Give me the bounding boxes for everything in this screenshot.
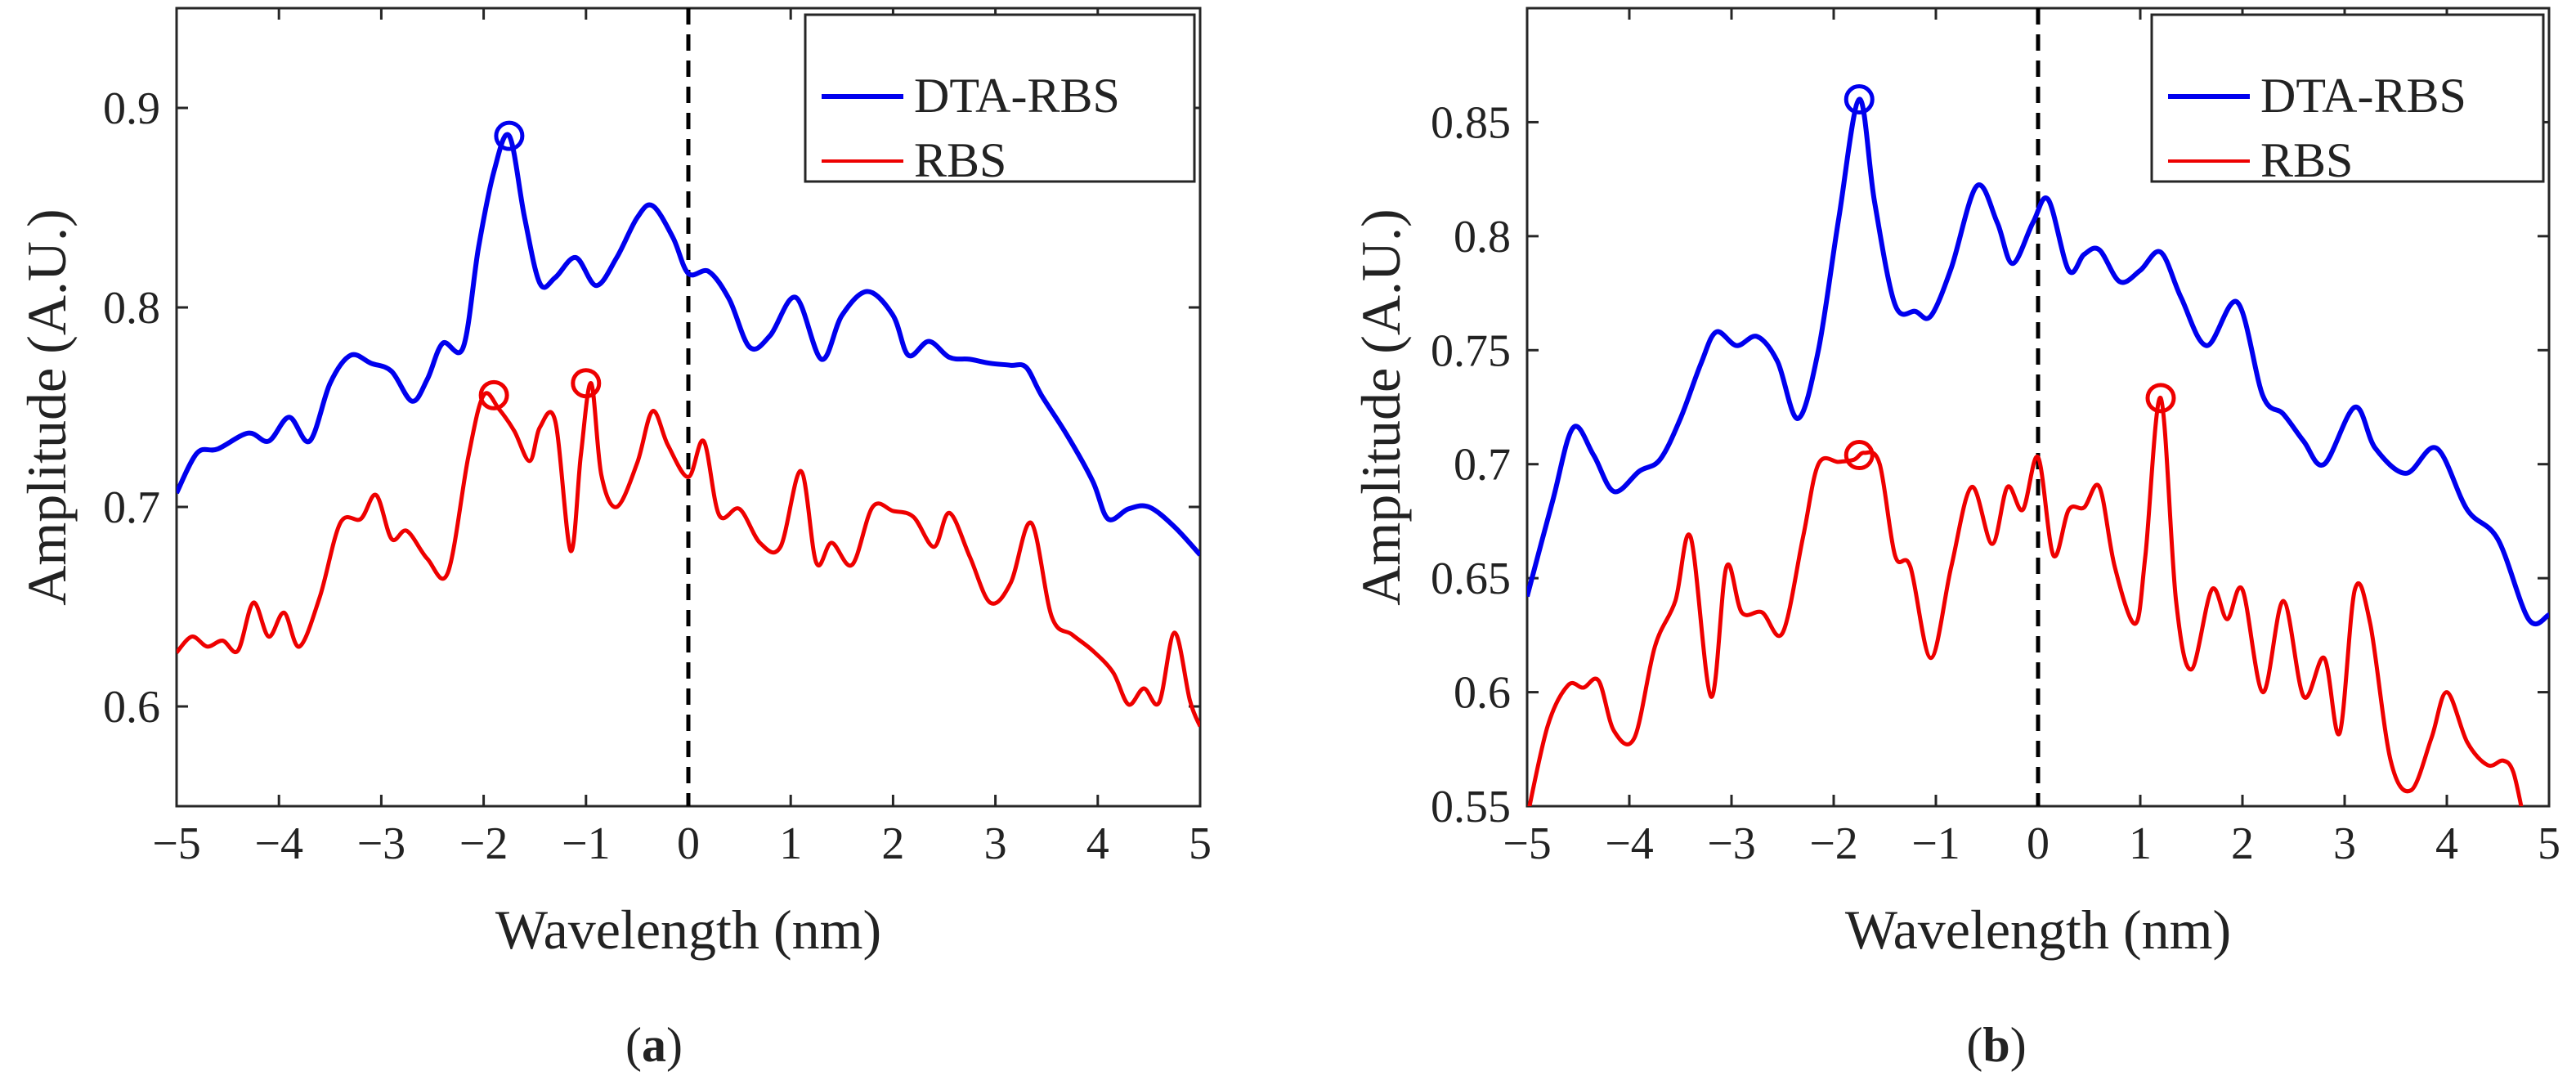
legend: DTA-RBS RBS bbox=[2150, 13, 2545, 187]
peak-marker-rbs bbox=[478, 379, 509, 410]
y-tick-label: 0.9 bbox=[103, 83, 160, 134]
series-line-rbs bbox=[177, 381, 1200, 728]
y-tick-label: 0.6 bbox=[1454, 668, 1511, 719]
legend-label-dta-rbs: DTA-RBS bbox=[914, 69, 1120, 123]
x-tick-label: −5 bbox=[1503, 818, 1552, 869]
peak-marker-dta-rbs bbox=[494, 120, 525, 151]
x-tick-label: 4 bbox=[1086, 818, 1109, 869]
x-axis-label: Wavelength (nm) bbox=[1845, 899, 2231, 961]
peak-markers bbox=[478, 120, 602, 410]
chart-panel-a: −5 −4 −3 −2 −1 0 1 2 3 4 5 0.6 0.7 0.8 0.9 Wavelength… bbox=[16, 7, 1212, 1072]
legend: DTA-RBS RBS bbox=[804, 13, 1196, 187]
peak-marker-rbs bbox=[2145, 383, 2176, 414]
x-tick-label: 2 bbox=[881, 818, 904, 869]
x-tick-label: 4 bbox=[2435, 818, 2458, 869]
y-axis-ticks: 0.6 0.7 0.8 0.9 bbox=[103, 83, 1200, 733]
y-axis-label: Amplitude (A.U.) bbox=[1350, 208, 1412, 605]
x-tick-label: −3 bbox=[1707, 818, 1756, 869]
y-tick-label: 0.75 bbox=[1431, 325, 1511, 376]
x-tick-label: 3 bbox=[984, 818, 1007, 869]
caption-letter: a bbox=[642, 1018, 666, 1072]
x-tick-label: 5 bbox=[1189, 818, 1212, 869]
y-tick-label: 0.6 bbox=[103, 682, 160, 733]
legend-label-dta-rbs: DTA-RBS bbox=[2260, 69, 2466, 123]
x-tick-label: 3 bbox=[2333, 818, 2356, 869]
peak-markers bbox=[1844, 84, 2176, 471]
chart-panel-b: −5 −4 −3 −2 −1 0 1 2 3 4 5 0.550.60.650.70.750.80.… bbox=[1350, 7, 2560, 1072]
series-line-rbs bbox=[1527, 396, 2524, 806]
y-tick-label: 0.55 bbox=[1431, 782, 1511, 832]
series-line-dta-rbs bbox=[177, 132, 1200, 557]
peak-marker-dta-rbs bbox=[1844, 84, 1875, 115]
series-layer bbox=[1527, 96, 2549, 806]
y-axis-label: Amplitude (A.U.) bbox=[16, 208, 78, 605]
x-tick-label: 1 bbox=[2129, 818, 2152, 869]
y-tick-label: 0.7 bbox=[1454, 440, 1511, 491]
legend-label-rbs: RBS bbox=[2260, 133, 2353, 187]
x-axis-ticks: −5 −4 −3 −2 −1 0 1 2 3 4 5 bbox=[152, 8, 1212, 869]
x-tick-label: 0 bbox=[2027, 818, 2050, 869]
x-tick-label: −1 bbox=[562, 818, 611, 869]
y-tick-label: 0.7 bbox=[103, 482, 160, 533]
x-tick-label: 0 bbox=[677, 818, 700, 869]
y-tick-label: 0.65 bbox=[1431, 554, 1511, 604]
y-tick-label: 0.85 bbox=[1431, 97, 1511, 148]
x-tick-label: −5 bbox=[152, 818, 201, 869]
x-tick-label: −2 bbox=[1809, 818, 1858, 869]
x-axis-label: Wavelength (nm) bbox=[495, 899, 881, 961]
legend-box bbox=[2150, 13, 2545, 183]
x-tick-label: 2 bbox=[2231, 818, 2254, 869]
legend-label-rbs: RBS bbox=[914, 133, 1006, 187]
caption-b: (b) bbox=[1966, 1018, 2026, 1072]
x-tick-label: −4 bbox=[254, 818, 303, 869]
series-line-dta-rbs bbox=[1527, 96, 2549, 627]
x-tick-label: −1 bbox=[1911, 818, 1960, 869]
caption-a: (a) bbox=[625, 1018, 683, 1072]
x-tick-label: 1 bbox=[779, 818, 802, 869]
y-tick-label: 0.8 bbox=[103, 283, 160, 334]
x-tick-label: −2 bbox=[459, 818, 508, 869]
y-tick-label: 0.8 bbox=[1454, 212, 1511, 262]
x-tick-label: −4 bbox=[1605, 818, 1654, 869]
x-tick-label: 5 bbox=[2538, 818, 2560, 869]
caption-letter: b bbox=[1982, 1018, 2009, 1072]
peak-marker-rbs bbox=[1844, 440, 1875, 471]
peak-marker-rbs bbox=[571, 368, 602, 399]
y-axis-ticks: 0.55 0.6 0.65 0.7 0.75 0.8 0.85 bbox=[1431, 97, 2549, 832]
series-layer bbox=[177, 132, 1200, 728]
x-tick-label: −3 bbox=[357, 818, 406, 869]
